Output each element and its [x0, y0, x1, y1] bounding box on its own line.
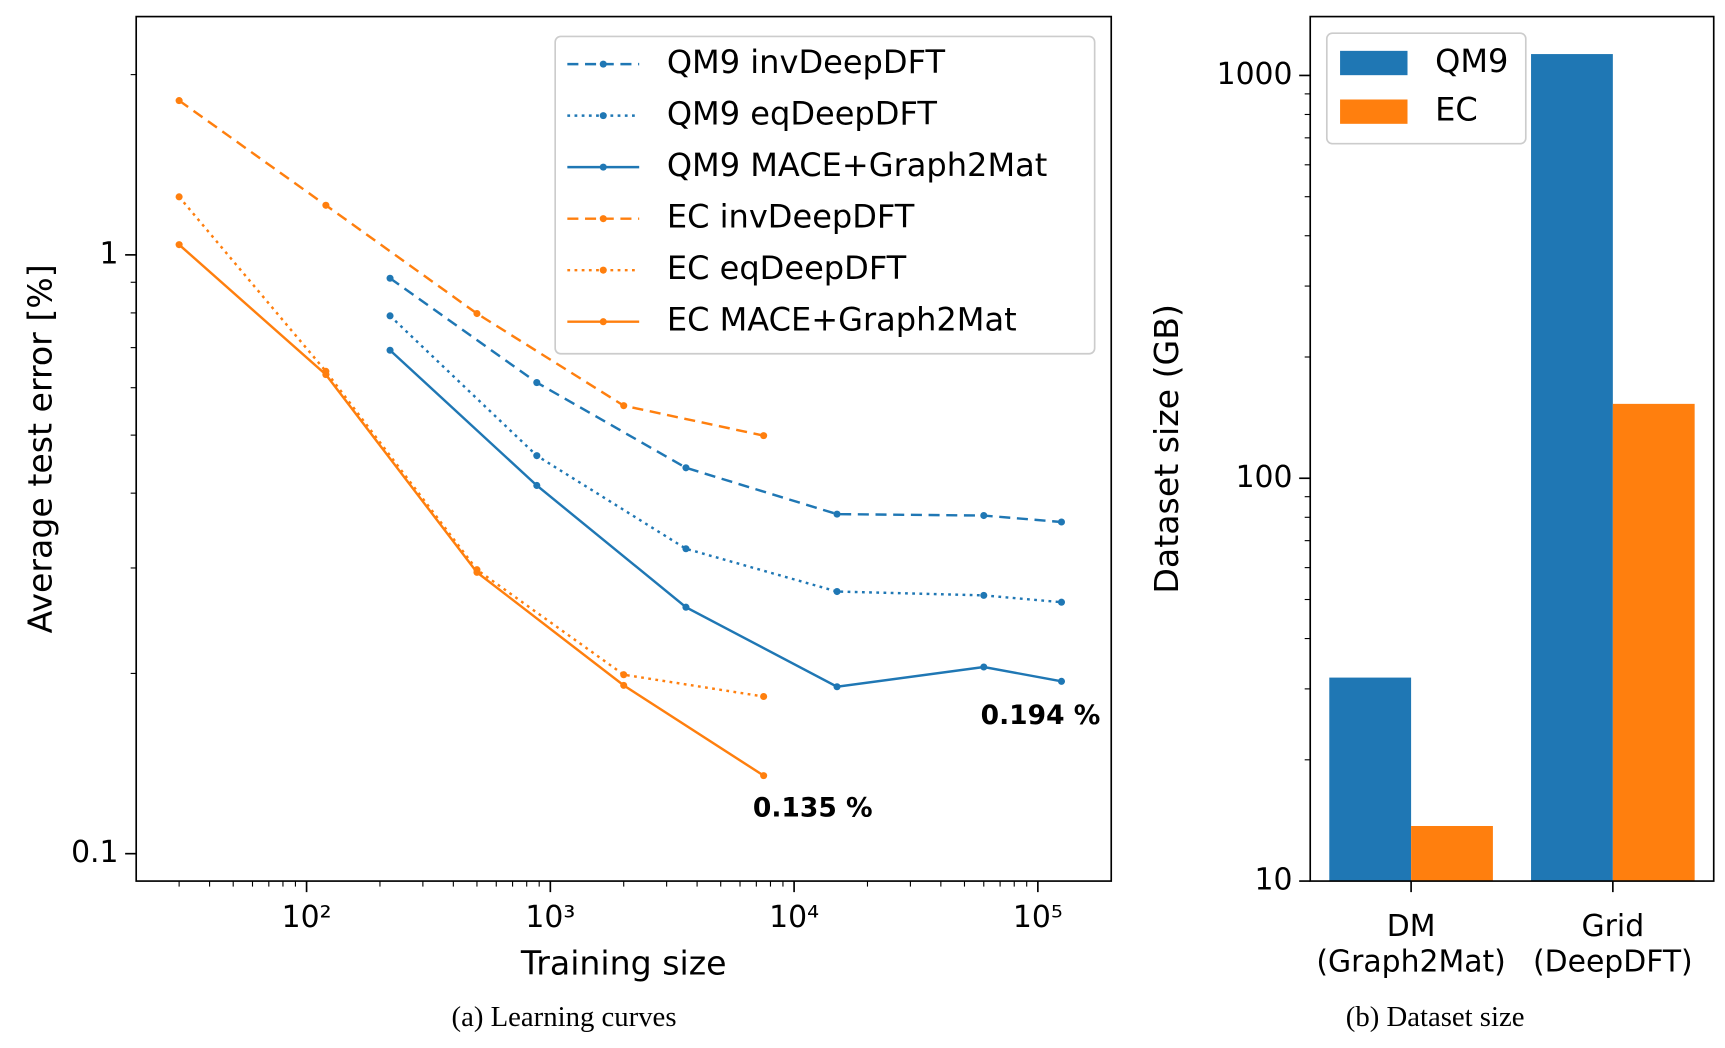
plot-frame [1309, 15, 1715, 882]
x-tick-label: 10⁴ [769, 900, 819, 935]
y-tick-label: 1 [100, 236, 119, 271]
x-tick-label: (DeepDFT) [1533, 944, 1693, 979]
y-tick-label: 10 [1255, 863, 1293, 898]
point [682, 545, 690, 553]
point [1057, 598, 1066, 606]
y-tick-label: 100 [1236, 460, 1293, 495]
point [386, 312, 394, 320]
x-tick-label: DM [1387, 909, 1436, 944]
y-axis-label: Dataset size (GB) [1147, 304, 1186, 594]
x-axis-label: Training size [520, 944, 727, 983]
legend-marker [599, 112, 607, 120]
point [473, 310, 481, 318]
point [175, 97, 183, 105]
point [760, 692, 768, 701]
point [760, 432, 768, 440]
legend-label: QM9 invDeepDFT [667, 43, 946, 81]
annotation: 0.135 % [753, 793, 873, 824]
y-axis-label: Average test error [%] [21, 264, 60, 633]
bar [1612, 403, 1695, 882]
point [682, 464, 690, 472]
legend-marker [599, 266, 607, 274]
point [833, 510, 841, 518]
line [389, 349, 1062, 689]
legend-swatch [1340, 50, 1408, 76]
y-tick-label: 0.1 [71, 835, 118, 870]
point [1057, 518, 1066, 526]
point [322, 201, 330, 209]
point [322, 371, 330, 379]
legend-label: EC invDeepDFT [667, 198, 915, 236]
point [620, 671, 628, 679]
x-tick-label: 10³ [525, 900, 575, 935]
point [386, 346, 394, 354]
legend-marker [599, 60, 607, 68]
x-tick-label: Grid [1582, 909, 1645, 944]
point [620, 402, 628, 410]
legend-label: QM9 MACE+Graph2Mat [667, 146, 1047, 184]
point [473, 568, 481, 576]
point [533, 379, 541, 387]
legend-label: EC MACE+Graph2Mat [667, 301, 1017, 339]
point [980, 663, 988, 671]
legend-swatch [1340, 99, 1408, 124]
point [533, 481, 541, 490]
point [175, 241, 183, 249]
legend-box [554, 35, 1096, 355]
bar [1531, 54, 1613, 882]
legend-label: EC eqDeepDFT [667, 249, 907, 287]
legend-marker [599, 318, 607, 326]
bar [1411, 825, 1493, 882]
legend-label: QM9 eqDeepDFT [667, 95, 938, 133]
point [833, 588, 841, 596]
legend-marker [599, 215, 607, 223]
point [175, 193, 183, 201]
annotation: 0.194 % [981, 700, 1101, 731]
point [620, 681, 628, 689]
x-tick-label: 10⁵ [1013, 900, 1063, 935]
point [980, 591, 988, 599]
point [760, 772, 768, 780]
line [178, 99, 764, 437]
point [980, 512, 988, 520]
legend-label: QM9 [1435, 42, 1508, 80]
x-tick-label: 10² [282, 900, 332, 935]
line [178, 196, 764, 698]
line [389, 277, 1062, 524]
x-tick-label: (Graph2Mat) [1316, 944, 1505, 979]
point [833, 683, 841, 691]
legend-label: EC [1435, 91, 1478, 129]
point [682, 603, 690, 611]
legend-marker [599, 163, 607, 171]
bar [1329, 677, 1412, 882]
caption: (a) Learning curves [452, 1001, 677, 1033]
point [533, 452, 541, 460]
point [386, 274, 394, 282]
point [1057, 677, 1066, 685]
caption: (b) Dataset size [1346, 1001, 1525, 1033]
line [389, 314, 1062, 604]
y-tick-label: 1000 [1217, 57, 1293, 92]
